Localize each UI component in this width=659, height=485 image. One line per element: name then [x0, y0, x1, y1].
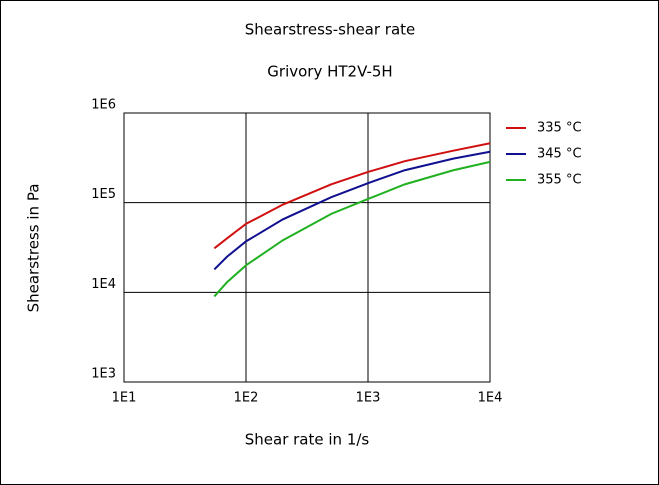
- x-tick-label: 1E3: [356, 391, 381, 406]
- series-line: [213, 160, 491, 298]
- chart-subtitle: Grivory HT2V-5H: [267, 63, 392, 81]
- x-tick-label: 1E1: [112, 391, 137, 406]
- legend-label: 335 °C: [537, 121, 582, 136]
- series-line: [213, 150, 491, 271]
- x-tick-label: 1E2: [234, 391, 259, 406]
- y-tick-label: 1E6: [91, 98, 116, 113]
- y-axis-label: Shearstress in Pa: [25, 184, 43, 313]
- y-tick-label: 1E5: [91, 187, 116, 202]
- legend-label: 345 °C: [537, 147, 582, 162]
- x-tick-label: 1E4: [478, 391, 503, 406]
- legend-label: 355 °C: [537, 173, 582, 188]
- x-axis-label: Shear rate in 1/s: [245, 431, 370, 449]
- y-tick-label: 1E3: [91, 367, 116, 382]
- y-tick-label: 1E4: [91, 277, 116, 292]
- chart-title: Shearstress-shear rate: [245, 21, 416, 39]
- series-line: [213, 142, 491, 250]
